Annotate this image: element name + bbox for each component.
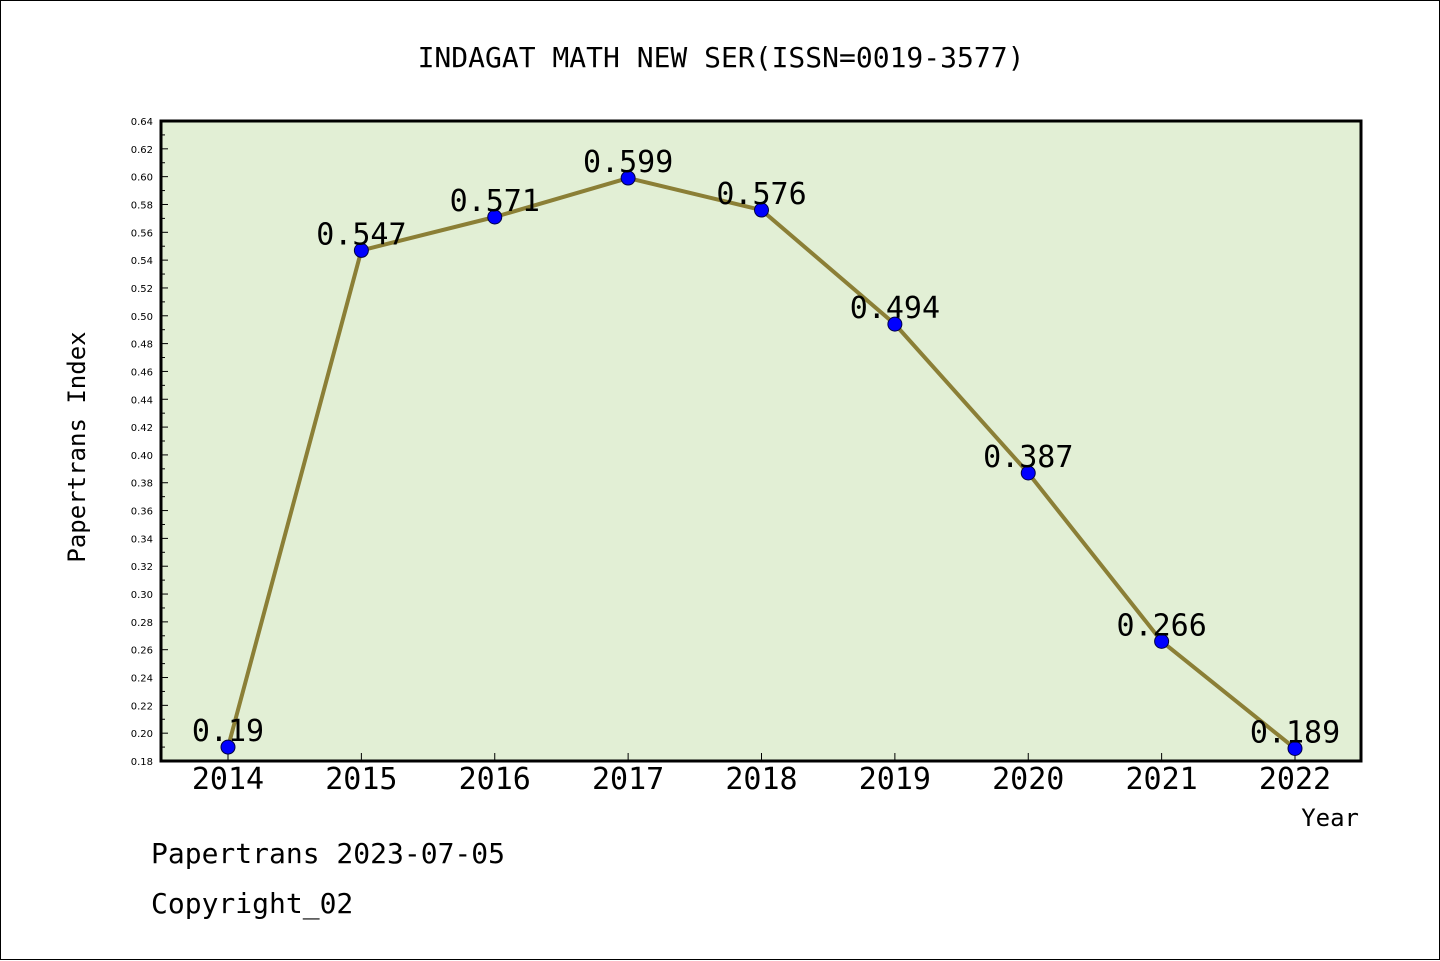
- y-tick-label: 0.26: [131, 646, 153, 657]
- y-tick-label: 0.22: [131, 701, 153, 712]
- y-tick-label: 0.64: [131, 117, 153, 128]
- footer-copyright: Copyright_02: [151, 887, 354, 920]
- data-point: [620, 170, 636, 186]
- x-tick-label: 2015: [325, 762, 397, 797]
- y-tick-label: 0.38: [131, 479, 153, 490]
- x-tick-label: 2020: [992, 762, 1064, 797]
- data-label: 0.266: [1116, 608, 1206, 643]
- x-tick-label: 2022: [1259, 762, 1331, 797]
- y-tick-label: 0.46: [131, 367, 153, 378]
- y-tick-label: 0.50: [131, 312, 153, 323]
- data-label: 0.494: [850, 291, 940, 326]
- data-label: 0.19: [192, 714, 264, 749]
- data-point: [1154, 633, 1170, 649]
- y-tick-label: 0.62: [131, 145, 153, 156]
- x-tick-label: 2018: [725, 762, 797, 797]
- x-tick-label: 2019: [859, 762, 931, 797]
- x-tick-label: 2021: [1126, 762, 1198, 797]
- y-tick-label: 0.28: [131, 618, 153, 629]
- series-group: 0.19 0.547 0.571 0.599 0.576 0.494 0.387 0.266 0…: [192, 145, 1340, 756]
- data-label: 0.576: [716, 177, 806, 212]
- y-tick-label: 0.58: [131, 200, 153, 211]
- y-tick-label: 0.34: [131, 534, 153, 545]
- data-point: [1287, 740, 1303, 756]
- x-axis-ticks: 2014 2015 2016 2017 2018 2019 2020 2021 2022: [192, 753, 1331, 797]
- y-tick-label: 0.18: [131, 757, 153, 768]
- data-label: 0.547: [316, 217, 406, 252]
- x-tick-label: 2017: [592, 762, 664, 797]
- data-point: [1020, 465, 1036, 481]
- y-tick-label: 0.40: [131, 451, 153, 462]
- data-label: 0.571: [450, 184, 540, 219]
- y-tick-label: 0.44: [131, 395, 153, 406]
- x-tick-label: 2014: [192, 762, 264, 797]
- y-tick-label: 0.42: [131, 423, 153, 434]
- x-axis-label: Year: [1301, 804, 1359, 832]
- data-label: 0.189: [1250, 715, 1340, 750]
- chart-title: INDAGAT MATH NEW SER(ISSN=0019-3577): [418, 41, 1025, 74]
- data-label: 0.387: [983, 440, 1073, 475]
- y-axis-label: Papertrans Index: [63, 331, 91, 562]
- y-tick-label: 0.24: [131, 674, 153, 685]
- y-tick-label: 0.32: [131, 562, 153, 573]
- y-tick-label: 0.30: [131, 590, 153, 601]
- y-axis-ticks: 0.18 0.20 0.22 0.24 0.26 0.28 0.30 0.32 0.34 0.36…: [131, 117, 168, 768]
- y-tick-label: 0.20: [131, 729, 153, 740]
- y-tick-label: 0.52: [131, 284, 153, 295]
- y-tick-label: 0.36: [131, 507, 153, 518]
- data-point: [887, 316, 903, 332]
- plot-area: [159, 119, 1363, 763]
- data-point: [487, 209, 503, 225]
- footer-date: Papertrans 2023-07-05: [151, 837, 506, 870]
- y-tick-label: 0.56: [131, 228, 153, 239]
- data-point: [220, 739, 236, 755]
- y-tick-label: 0.60: [131, 173, 153, 184]
- data-point: [353, 242, 369, 258]
- data-label: 0.599: [583, 145, 673, 180]
- y-tick-label: 0.48: [131, 340, 153, 351]
- x-tick-label: 2016: [459, 762, 531, 797]
- y-tick-label: 0.54: [131, 256, 153, 267]
- data-point: [754, 202, 769, 218]
